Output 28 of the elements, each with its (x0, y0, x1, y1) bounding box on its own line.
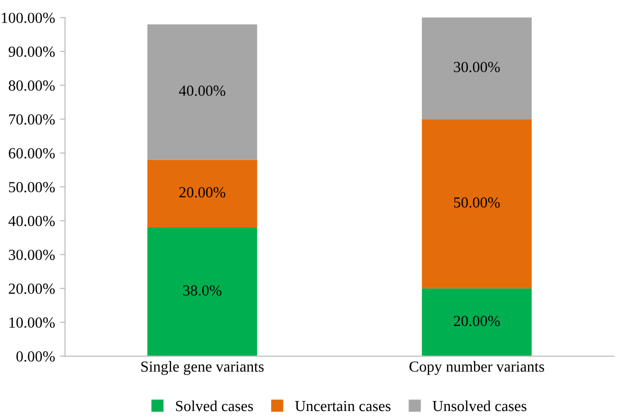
bar (422, 18, 532, 120)
data-label: 30.00% (454, 62, 500, 72)
data-label: 50.00% (454, 197, 500, 208)
y-tick-label: 60.00% (8, 148, 55, 159)
bar (422, 119, 532, 288)
x-tick-label: Copy number variants (410, 360, 544, 375)
y-tick-label: 50.00% (9, 182, 55, 192)
legend-label: Uncertain cases (295, 400, 391, 412)
y-tick-label: 100.00% (2, 12, 55, 24)
y-tick-label: 0.00% (16, 351, 55, 362)
data-label: 20.00% (179, 187, 226, 198)
y-tick-label: 90.00% (8, 46, 55, 57)
data-label: 38.0% (183, 285, 222, 296)
bar (422, 288, 532, 356)
legend-label: Solved cases (176, 400, 253, 412)
bar (147, 160, 258, 228)
legend-label: Unsolved cases (432, 400, 526, 412)
y-tick-label: 10.00% (10, 317, 55, 328)
x-tick-label: Single gene variants (141, 360, 264, 375)
bar (147, 24, 258, 160)
bar (147, 227, 258, 356)
y-tick-label: 30.00% (8, 250, 55, 260)
y-tick-label: 20.00% (8, 284, 55, 294)
y-tick-label: 80.00% (8, 80, 55, 91)
y-tick-label: 40.00% (8, 216, 55, 226)
data-label: 40.00% (179, 86, 226, 96)
y-tick-label: 70.00% (9, 114, 55, 125)
data-label: 20.00% (454, 316, 500, 326)
